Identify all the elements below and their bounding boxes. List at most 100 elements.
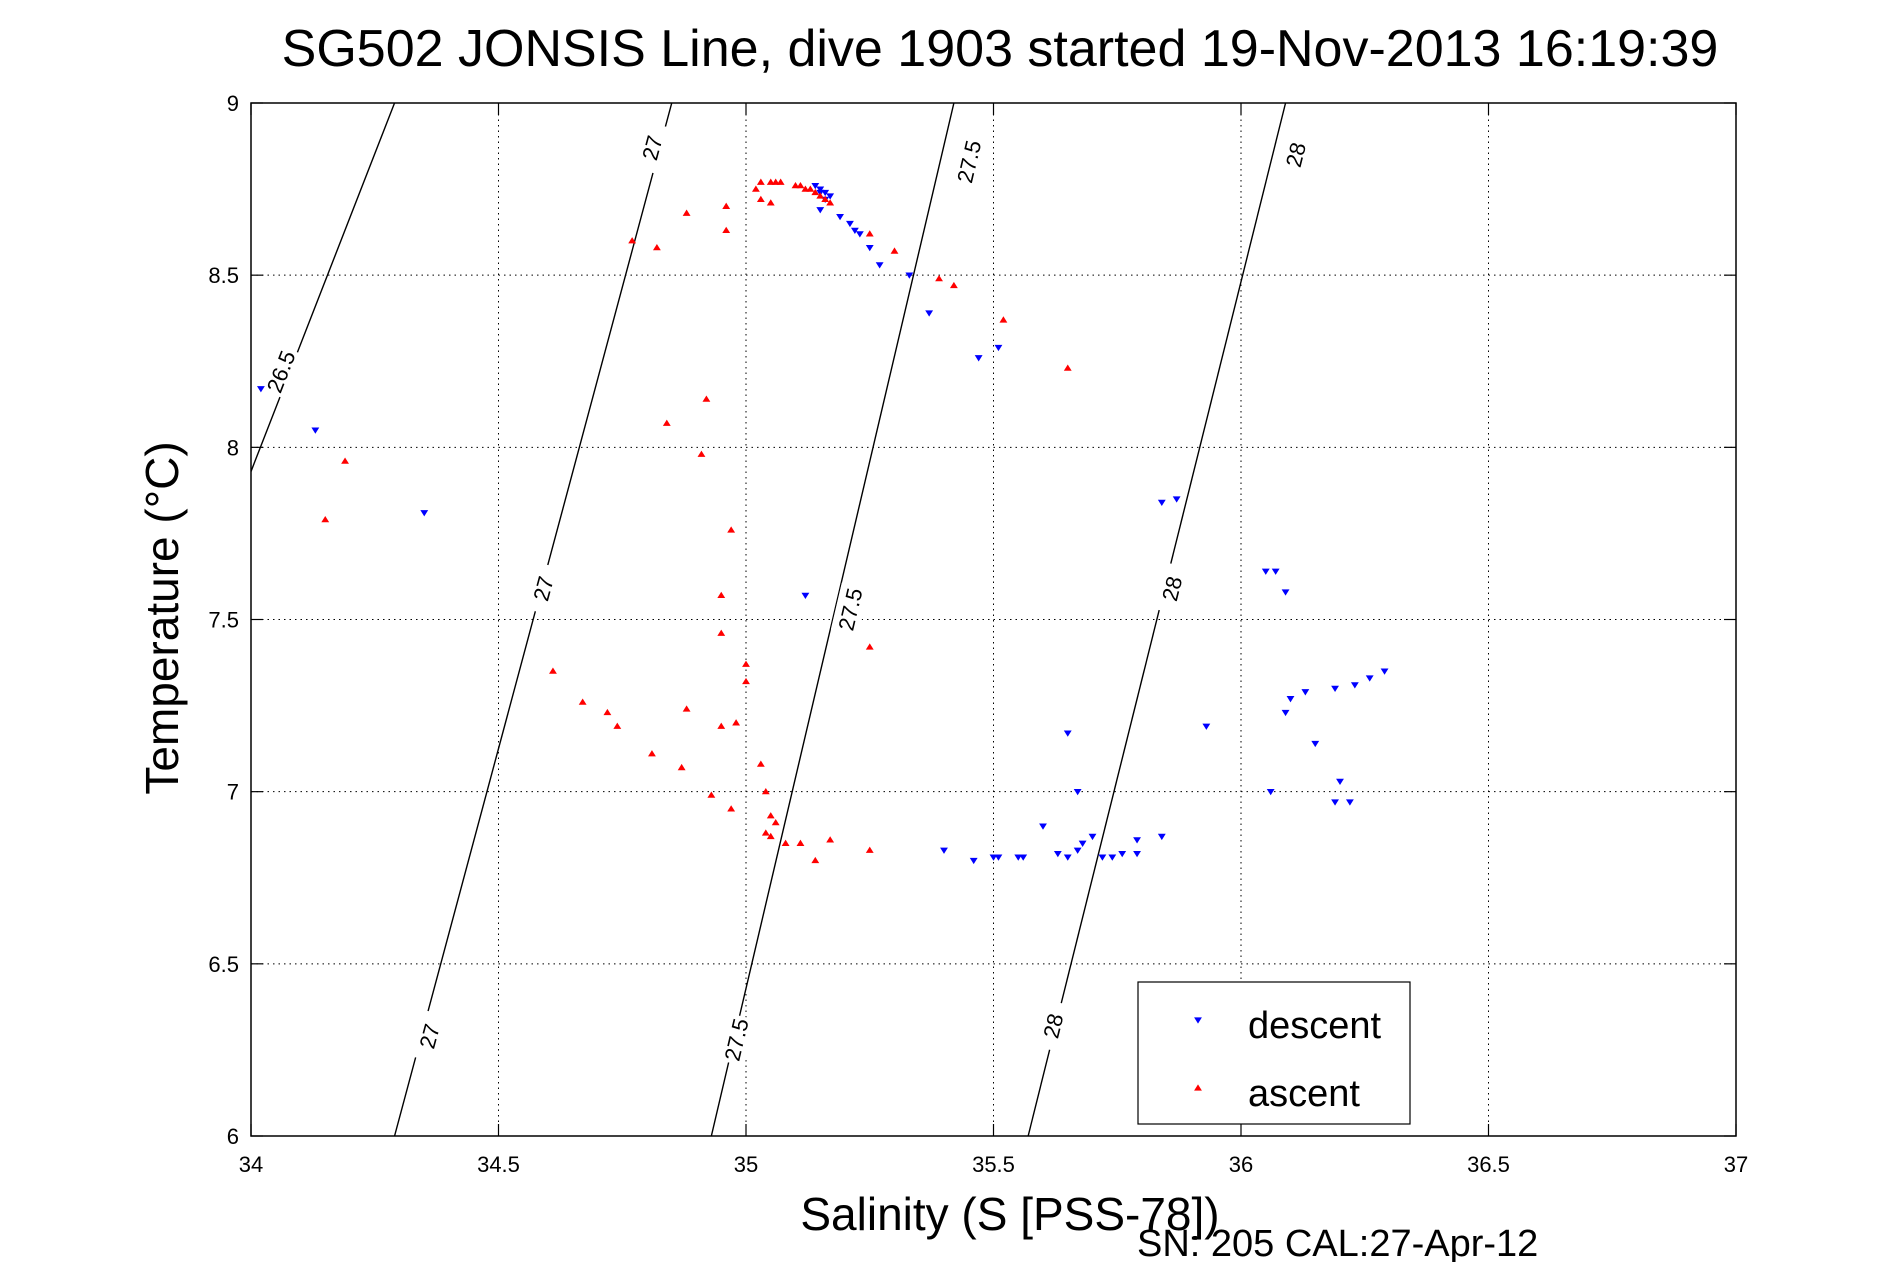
ascent-point [677, 763, 686, 771]
ascent-point [865, 846, 874, 853]
descent-point [1266, 789, 1275, 796]
ascent-point [766, 832, 775, 840]
ascent-point [806, 185, 815, 192]
legend: descent ascent [1137, 981, 1411, 1125]
ascent-point [648, 750, 656, 757]
isopycnal-label: 27 [409, 1009, 449, 1063]
descent-point [1350, 682, 1359, 689]
ascent-point [1063, 364, 1072, 371]
descent-point [1281, 589, 1290, 596]
descent-point [836, 213, 844, 221]
ascent-point [321, 516, 330, 523]
descent-point [969, 857, 978, 865]
x-tick-label: 34 [239, 1152, 263, 1177]
ascent-point [727, 526, 736, 533]
y-tick-label: 7.5 [208, 608, 239, 633]
ascent-point [816, 192, 825, 199]
ascent-point [756, 195, 765, 203]
ascent-point [756, 760, 765, 767]
isopycnal-label: 27 [632, 120, 672, 175]
series-descent [256, 182, 1389, 865]
legend-label-descent: descent [1248, 1005, 1382, 1047]
ascent-point [796, 839, 805, 846]
ascent-point [826, 199, 835, 206]
isopycnal-label-bg [523, 561, 563, 616]
descent-point [1172, 496, 1181, 503]
isopycnal-line [710, 103, 955, 1136]
ascent-point [756, 178, 765, 185]
descent-point [1202, 723, 1211, 730]
ascent-point [801, 185, 810, 192]
descent-point [821, 189, 830, 197]
ascent-point [662, 419, 671, 426]
x-tick-label: 36 [1229, 1152, 1253, 1177]
x-tick-label: 34.5 [477, 1152, 520, 1177]
isopycnal-label: 27 [523, 561, 563, 616]
ascent-point [761, 788, 770, 795]
descent-point [1078, 840, 1087, 847]
ascent-point [628, 237, 637, 244]
isopycnal-line [393, 103, 673, 1136]
descent-point [865, 244, 874, 252]
tick-labels: 34 34.5 35 35.5 36 36.5 37 6 6.5 7 7.5 8 8.5 9 [208, 91, 1748, 1177]
isopycnal-label-bg [258, 344, 303, 400]
ascent-point [742, 677, 750, 685]
y-tick-label: 6.5 [208, 952, 239, 977]
x-tick-label: 37 [1724, 1152, 1748, 1177]
descent-point [846, 220, 854, 228]
ascent-point [727, 805, 736, 812]
y-tick-label: 8 [227, 435, 239, 460]
ascent-point [821, 195, 830, 203]
isopycnal-label: 28 [1276, 127, 1315, 182]
ascent-point [717, 629, 726, 636]
descent-point [1063, 730, 1072, 737]
ascent-point [771, 178, 780, 185]
isopycnal-line [251, 103, 396, 472]
descent-point [940, 847, 948, 854]
descent-point [1301, 689, 1310, 696]
descent-point [811, 182, 820, 190]
ascent-point [865, 230, 874, 237]
ascent-point [811, 188, 820, 196]
descent-point [994, 854, 1003, 861]
descent-point [420, 510, 429, 517]
descent-point [1108, 854, 1117, 861]
x-axis-label: Salinity (S [PSS-78]) [800, 1188, 1219, 1240]
isopycnal-label-text: 28 [1038, 1011, 1068, 1041]
ascent-point [549, 667, 557, 674]
x-tick-label: 36.5 [1467, 1152, 1510, 1177]
descent-point [816, 186, 825, 193]
legend-label-ascent: ascent [1248, 1073, 1360, 1115]
descent-point [1073, 789, 1082, 796]
ascent-point [935, 274, 943, 282]
descent-point [1014, 854, 1023, 861]
ascent-point [890, 247, 899, 254]
isopycnal-label-bg [949, 134, 988, 189]
descent-point [1345, 799, 1354, 806]
isopycnal-label-text: 28 [1157, 574, 1187, 604]
ascent-point [717, 722, 726, 729]
descent-point [1098, 854, 1107, 861]
ascent-point [697, 450, 706, 457]
descent-point [1133, 837, 1141, 844]
ascent-point [702, 395, 711, 402]
y-tick-label: 6 [227, 1124, 239, 1149]
data-series [256, 178, 1389, 865]
descent-point [1118, 851, 1127, 858]
descent-point [256, 386, 265, 393]
series-ascent [321, 178, 1072, 864]
legend-marker-ascent [1194, 1084, 1202, 1091]
descent-point [850, 227, 859, 235]
ascent-point [751, 185, 760, 192]
chart-title: SG502 JONSIS Line, dive 1903 started 19-… [282, 20, 1719, 78]
ascent-point [341, 457, 349, 464]
axes [250, 102, 1737, 1137]
descent-point [816, 207, 825, 214]
ascent-point [722, 202, 731, 209]
ascent-point [811, 856, 820, 864]
descent-point [1088, 833, 1097, 841]
descent-point [1039, 823, 1047, 830]
descent-point [1133, 851, 1141, 858]
